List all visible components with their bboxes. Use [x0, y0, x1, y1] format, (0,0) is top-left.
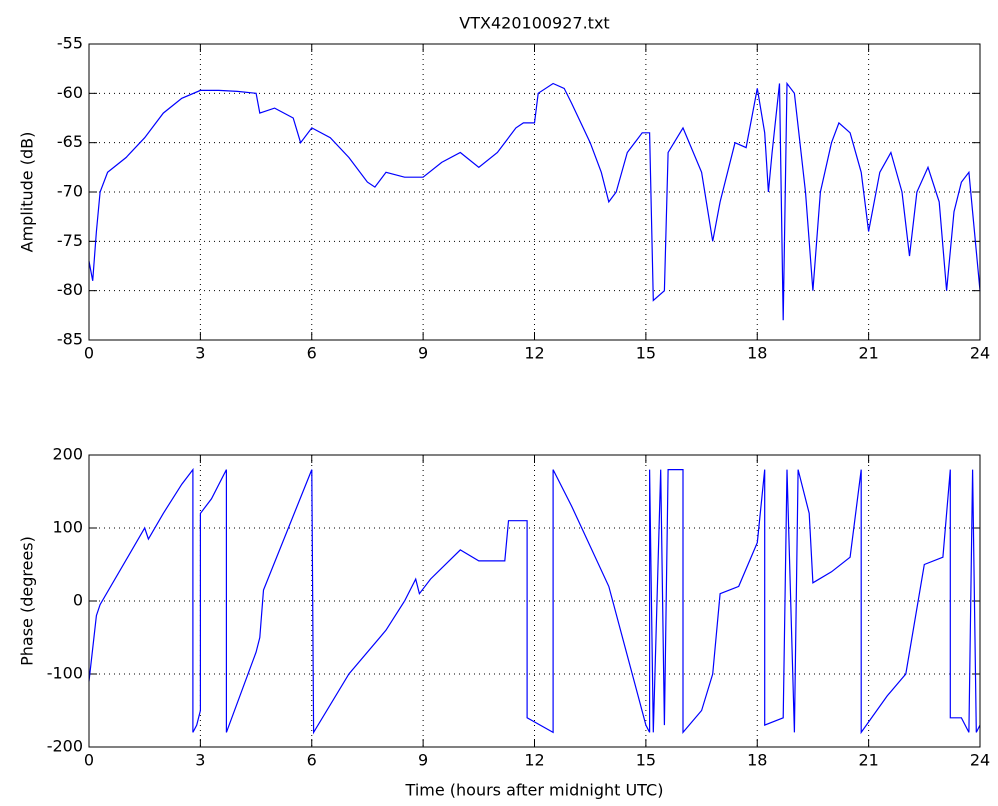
- y-tick-label: -65: [57, 132, 83, 151]
- y-tick-label: -200: [47, 737, 83, 756]
- x-tick-label: 18: [747, 344, 767, 363]
- x-tick-label: 24: [970, 751, 990, 770]
- x-tick-label: 9: [418, 344, 428, 363]
- x-tick-label: 18: [747, 751, 767, 770]
- y-tick-label: -55: [57, 34, 83, 53]
- y-tick-label: 0: [73, 591, 83, 610]
- y-tick-label: 200: [52, 445, 83, 464]
- y-tick-label: -70: [57, 182, 83, 201]
- x-tick-label: 21: [858, 751, 878, 770]
- data-line: [88, 81, 981, 321]
- y-tick-label: 100: [52, 518, 83, 537]
- x-tick-label: 15: [636, 344, 656, 363]
- x-tick-label: 12: [524, 751, 544, 770]
- y-axis-label: Amplitude (dB): [18, 132, 37, 253]
- x-tick-label: 6: [307, 344, 317, 363]
- x-tick-label: 15: [636, 751, 656, 770]
- x-tick-label: 6: [307, 751, 317, 770]
- y-tick-label: -60: [57, 83, 83, 102]
- x-tick-label: 9: [418, 751, 428, 770]
- x-tick-label: 24: [970, 344, 990, 363]
- x-axis-label: Time (hours after midnight UTC): [405, 781, 664, 800]
- data-line: [88, 467, 981, 735]
- x-tick-label: 0: [84, 344, 94, 363]
- y-tick-label: -85: [57, 330, 83, 349]
- x-tick-label: 3: [195, 344, 205, 363]
- x-tick-label: 21: [858, 344, 878, 363]
- y-tick-label: -80: [57, 280, 83, 299]
- y-axis-label: Phase (degrees): [18, 536, 37, 666]
- x-tick-label: 0: [84, 751, 94, 770]
- x-tick-label: 12: [524, 344, 544, 363]
- chart-title: VTX420100927.txt: [459, 14, 609, 33]
- y-tick-label: -75: [57, 231, 83, 250]
- y-tick-label: -100: [47, 664, 83, 683]
- axes-box: [88, 454, 981, 748]
- x-tick-label: 3: [195, 751, 205, 770]
- axes-box: [88, 43, 981, 341]
